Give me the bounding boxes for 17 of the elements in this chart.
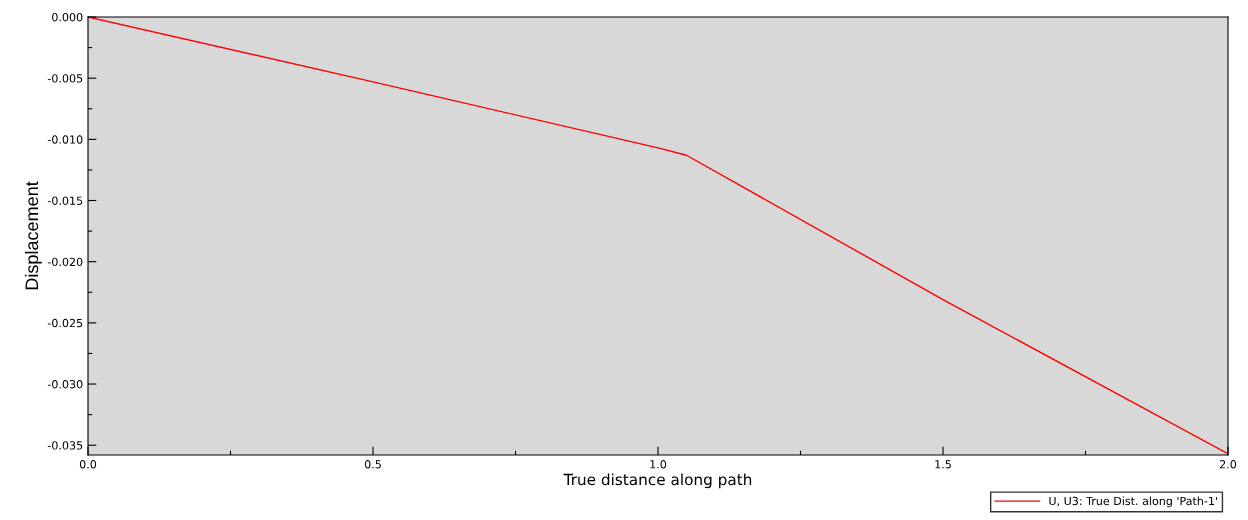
line-series (88, 17, 1228, 455)
y-tick-label: -0.025 (47, 318, 83, 328)
x-tick-label: 0.0 (79, 460, 97, 469)
y-tick-label: -0.020 (47, 257, 83, 267)
legend-label: U, U3: True Dist. along 'Path-1' (1049, 496, 1217, 508)
y-tick-label: -0.030 (47, 380, 83, 389)
x-tick-label: 0.5 (364, 460, 381, 469)
x-tick-label: 1.5 (935, 460, 951, 469)
y-axis-title: Displacement (24, 181, 42, 290)
y-tick-label: -0.010 (47, 135, 83, 144)
y-tick-label: 0.000 (52, 12, 83, 22)
x-tick-label: 1.0 (650, 460, 667, 469)
y-tick-label: -0.035 (47, 441, 83, 450)
x-tick-label: 2.0 (1219, 460, 1237, 469)
x-axis-title: True distance along path (563, 473, 752, 489)
y-tick-label: -0.015 (47, 196, 83, 205)
y-tick-label: -0.005 (47, 74, 83, 83)
